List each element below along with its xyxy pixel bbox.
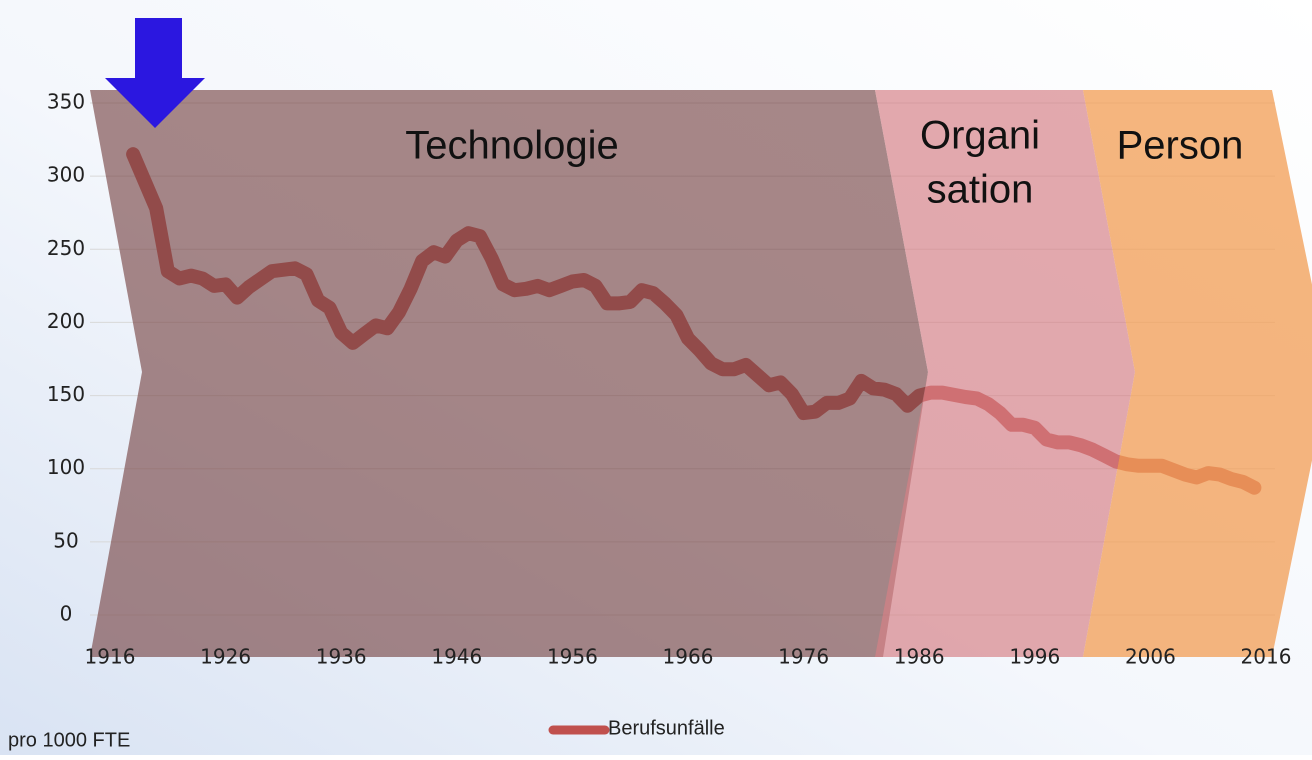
y-tick-label: 300 bbox=[47, 163, 85, 187]
technology-chevron bbox=[90, 90, 928, 657]
legend-label: Berufsunfälle bbox=[608, 717, 725, 739]
x-tick-label: 1956 bbox=[547, 645, 598, 669]
annotation: Person bbox=[1117, 124, 1244, 168]
y-tick-label: 350 bbox=[47, 90, 85, 114]
y-tick-label: 250 bbox=[47, 236, 85, 260]
y-tick-label: 200 bbox=[47, 309, 85, 333]
annotation: sation bbox=[927, 168, 1034, 212]
organisation-chevron bbox=[875, 90, 1135, 657]
x-tick-label: 1976 bbox=[778, 645, 829, 669]
y-tick-label: 100 bbox=[47, 455, 85, 479]
arrow bbox=[105, 18, 205, 128]
y-axis-label: pro 1000 FTE bbox=[8, 729, 130, 751]
y-tick-label: 0 bbox=[60, 602, 73, 626]
annotation: Organi bbox=[920, 114, 1040, 158]
x-tick-label: 1936 bbox=[316, 645, 367, 669]
x-tick-label: 2016 bbox=[1241, 645, 1292, 669]
x-tick-label: 1986 bbox=[894, 645, 945, 669]
x-tick-label: 1926 bbox=[200, 645, 251, 669]
x-tick-label: 1966 bbox=[663, 645, 714, 669]
x-tick-label: 1946 bbox=[431, 645, 482, 669]
x-tick-label: 2006 bbox=[1125, 645, 1176, 669]
y-tick-label: 50 bbox=[53, 528, 78, 552]
x-tick-label: 1916 bbox=[85, 645, 136, 669]
person-chevron bbox=[1083, 90, 1312, 657]
x-tick-label: 1996 bbox=[1009, 645, 1060, 669]
annotation: Technologie bbox=[405, 124, 619, 168]
y-tick-label: 150 bbox=[47, 382, 85, 406]
